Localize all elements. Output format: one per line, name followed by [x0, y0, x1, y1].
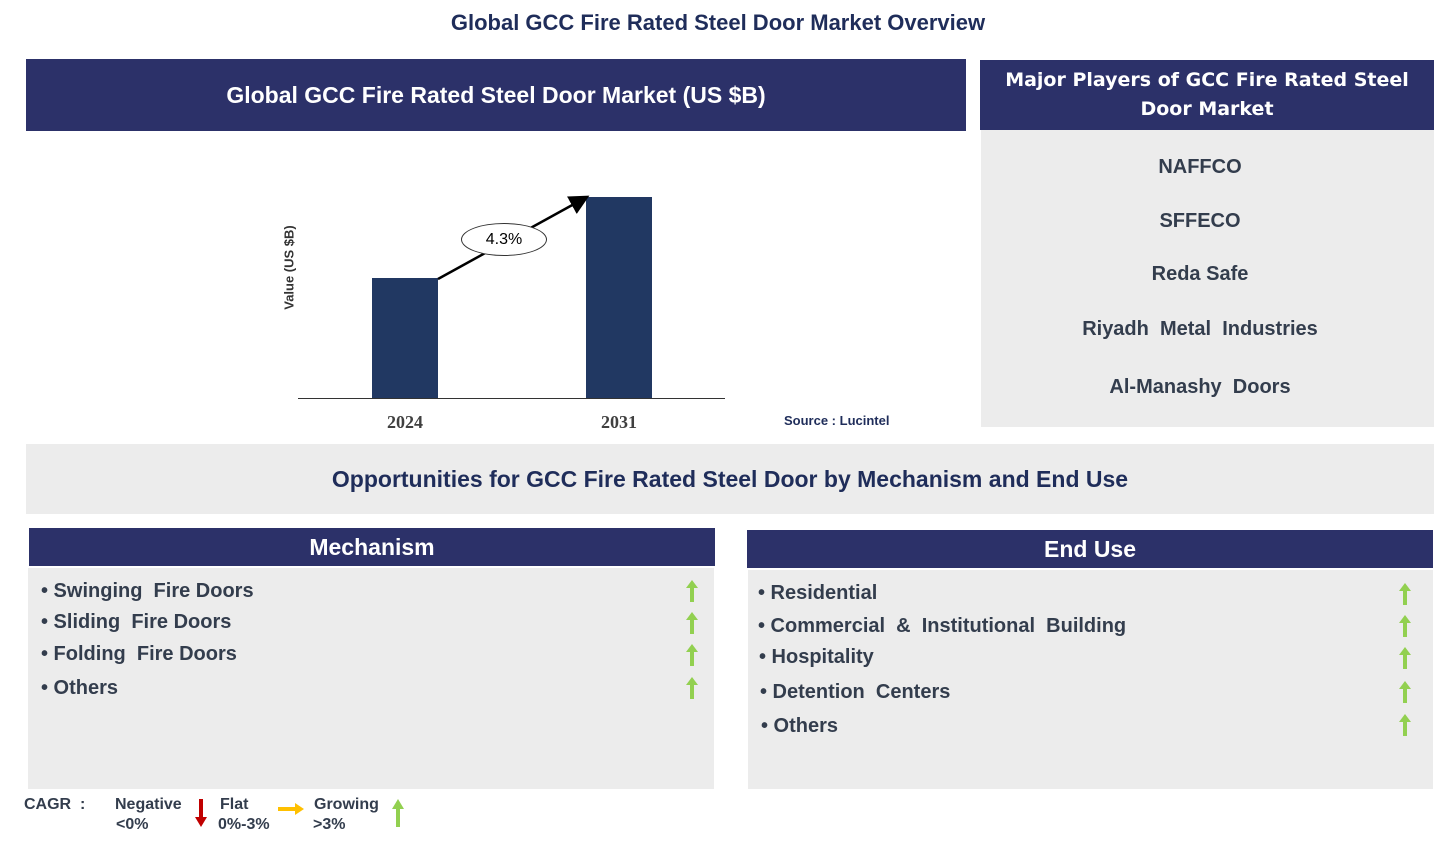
flat-arrow-icon	[278, 803, 304, 815]
x-tick-2031: 2031	[601, 412, 637, 432]
end-use-header: End Use	[747, 530, 1433, 568]
players-header: Major Players of GCC Fire Rated Steel Do…	[980, 60, 1434, 130]
growing-arrow-icon	[1399, 615, 1411, 637]
mechanism-list: • Swinging Fire Doors • Sliding Fire Doo…	[28, 568, 714, 789]
legend-growing-label: Growing	[314, 796, 379, 813]
legend-negative-range: <0%	[116, 816, 149, 833]
bar-chart: Value (US $B) 4.3% 2024 2031 Source : Lu…	[260, 180, 900, 440]
x-axis-line	[298, 398, 725, 399]
growing-arrow-icon	[392, 799, 404, 827]
mechanism-item: • Sliding Fire Doors	[41, 611, 232, 633]
bar-2024	[372, 278, 438, 398]
legend-negative-label: Negative	[115, 796, 182, 813]
cagr-label: 4.3%	[461, 223, 547, 256]
legend-growing-range: >3%	[313, 816, 346, 833]
growing-arrow-icon	[686, 580, 698, 602]
growing-arrow-icon	[1399, 583, 1411, 605]
bar-2031	[586, 197, 652, 398]
player-item: Riyadh Metal Industries	[1082, 318, 1318, 340]
growing-arrow-icon	[686, 677, 698, 699]
growing-arrow-icon	[686, 644, 698, 666]
mechanism-item: • Others	[41, 677, 119, 699]
growing-arrow-icon	[1399, 647, 1411, 669]
players-list: NAFFCO SFFECO Reda Safe Riyadh Metal Ind…	[981, 130, 1434, 427]
player-item: Al-Manashy Doors	[1109, 376, 1291, 398]
legend-title: CAGR :	[24, 796, 86, 813]
mechanism-header: Mechanism	[29, 528, 715, 566]
opportunities-banner: Opportunities for GCC Fire Rated Steel D…	[26, 444, 1434, 514]
end-use-item: • Others	[761, 715, 839, 737]
page-title: Global GCC Fire Rated Steel Door Market …	[450, 10, 986, 35]
legend-flat-label: Flat	[220, 796, 249, 813]
negative-arrow-icon	[195, 799, 207, 827]
chart-header: Global GCC Fire Rated Steel Door Market …	[26, 59, 966, 131]
cagr-legend: CAGR : Negative <0% Flat 0%-3% Growing >…	[24, 796, 444, 840]
end-use-list: • Residential • Commercial & Institution…	[748, 570, 1433, 789]
growing-arrow-icon	[1399, 714, 1411, 736]
legend-flat-range: 0%-3%	[218, 816, 270, 833]
player-item: Reda Safe	[1151, 263, 1249, 285]
source-note: Source : Lucintel	[784, 413, 890, 428]
growing-arrow-icon	[1399, 681, 1411, 703]
end-use-item: • Residential	[758, 582, 878, 604]
end-use-item: • Commercial & Institutional Building	[758, 615, 1127, 637]
growing-arrow-icon	[686, 612, 698, 634]
cagr-arrow-icon	[437, 195, 590, 281]
end-use-item: • Detention Centers	[760, 681, 951, 703]
player-item: SFFECO	[1159, 210, 1241, 232]
mechanism-item: • Folding Fire Doors	[41, 643, 237, 665]
mechanism-item: • Swinging Fire Doors	[41, 580, 254, 602]
player-item: NAFFCO	[1158, 156, 1242, 178]
x-tick-2024: 2024	[387, 412, 423, 432]
end-use-item: • Hospitality	[759, 646, 874, 668]
